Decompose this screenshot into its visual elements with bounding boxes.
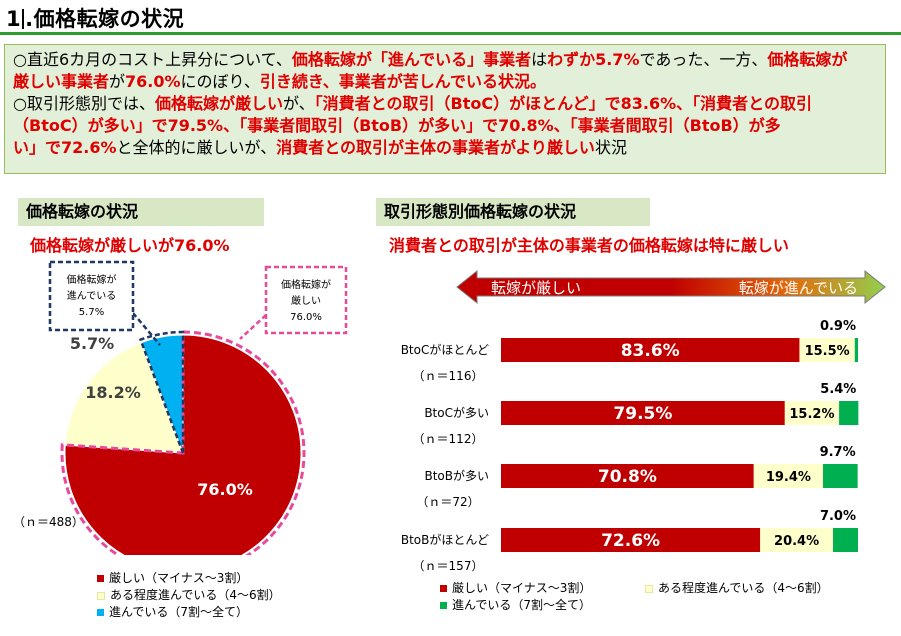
callout-leader <box>132 312 161 346</box>
highlight-outline-severe <box>60 330 306 555</box>
legend-swatch <box>97 591 105 600</box>
pie-slice <box>64 341 184 454</box>
callout-text: 価格転嫁が <box>281 278 331 291</box>
bar-value-label: 72.6% <box>601 531 660 551</box>
bar-segment <box>823 464 858 488</box>
bar-value-label: 0.9% <box>820 319 856 334</box>
bar-value-label: 79.5% <box>613 404 672 424</box>
pie-value-label: 76.0% <box>197 480 253 499</box>
pie-legend: 厳しい（マイナス〜3割） ある程度進んでいる（4〜6割） 進んでいる（7割〜全て… <box>97 570 281 621</box>
legend-swatch <box>97 575 104 582</box>
direction-arrow: 転嫁が厳しい 転嫁が進んでいる <box>456 269 886 305</box>
callout-text: 5.7% <box>79 307 104 318</box>
callout-box <box>264 265 348 335</box>
bar-legend: 厳しい（マイナス〜3割） ある程度進んでいる（4〜6割） 進んでいる（7割〜全て） <box>440 580 860 614</box>
pie-slice <box>64 334 302 555</box>
pie-subheading: 価格転嫁が厳しいが76.0% <box>30 236 230 255</box>
legend-item: 厳しい（マイナス〜3割） <box>440 580 645 597</box>
callout-text: 76.0% <box>290 312 322 323</box>
arrow-left-label: 転嫁が厳しい <box>491 279 581 297</box>
category-label: BtoCが多い <box>424 405 489 420</box>
legend-item: 厳しい（マイナス〜3割） <box>97 570 281 587</box>
callout-text: 進んでいる <box>67 290 117 302</box>
bar-value-label: 15.2% <box>789 407 834 422</box>
n-label: （ｎ＝72） <box>416 495 479 509</box>
callout-box <box>48 260 135 332</box>
bar-segment <box>799 338 855 362</box>
callout-leader <box>239 314 267 340</box>
bar-segment <box>784 401 840 425</box>
bar-segment <box>839 401 859 425</box>
legend-item: ある程度進んでいる（4〜6割） <box>645 581 829 595</box>
bar-value-label: 7.0% <box>820 509 856 524</box>
bar-value-label: 20.4% <box>774 534 819 549</box>
legend-item: 進んでいる（7割〜全て） <box>440 597 860 614</box>
callout-text: 厳しい <box>291 294 321 307</box>
summary-line: 厳しい事業者が76.0%にのぼり、引き続き、事業者が苦しんでいる状況。 <box>13 72 547 91</box>
legend-swatch <box>645 584 653 593</box>
highlight-outline-progressing <box>138 330 185 454</box>
pie-n-label: （ｎ＝488） <box>13 515 84 529</box>
legend-row: 厳しい（マイナス〜3割） ある程度進んでいる（4〜6割） <box>440 580 860 597</box>
bar-value-label: 19.4% <box>766 470 811 485</box>
legend-swatch <box>440 602 447 609</box>
pie-slice <box>140 334 184 454</box>
bar-value-label: 5.4% <box>820 382 856 397</box>
bar-segment <box>501 338 800 362</box>
legend-item: ある程度進んでいる（4〜6割） <box>97 587 281 604</box>
bar-subheading: 消費者との取引が主体の事業者の価格転嫁は特に厳しい <box>389 236 789 255</box>
category-label: BtoBがほとんど <box>401 532 489 547</box>
pie-section-heading: 価格転嫁の状況 <box>18 198 264 226</box>
n-label: （ｎ＝157） <box>413 559 484 573</box>
legend-item: 進んでいる（7割〜全て） <box>97 604 281 621</box>
bar-value-label: 9.7% <box>820 445 856 460</box>
title-rule <box>0 32 901 35</box>
summary-line: （BtoC）が多い」で79.5%、「事業者間取引（BtoB）が多い」で70.8%… <box>13 116 781 135</box>
bar-segment <box>760 528 834 552</box>
category-label: BtoBが多い <box>424 468 489 483</box>
legend-swatch <box>97 609 104 616</box>
n-label: （ｎ＝112） <box>413 432 484 446</box>
arrow-right-label: 転嫁が進んでいる <box>739 279 858 297</box>
bar-value-label: 83.6% <box>621 341 680 361</box>
stacked-bar-chart: BtoCがほとんど （ｎ＝116） 83.6% 15.5% 0.9% BtoCが多い （ｎ＝… <box>401 319 859 573</box>
bar-value-label: 15.5% <box>805 344 850 359</box>
bar-segment <box>833 528 858 552</box>
summary-box: ○直近6カ月のコスト上昇分について、価格転嫁が「進んでいる」事業者はわずか5.7… <box>4 44 886 174</box>
callout-text: 価格転嫁が <box>67 273 117 286</box>
legend-swatch <box>440 585 447 592</box>
summary-line: ○直近6カ月のコスト上昇分について、価格転嫁が「進んでいる」事業者はわずか5.7… <box>13 50 848 69</box>
summary-line: ○取引形態別では、価格転嫁が厳しいが、「消費者との取引（BtoC）がほとんど」で… <box>13 94 812 113</box>
pie-value-label: 5.7% <box>70 334 114 353</box>
bar-segment <box>753 464 824 488</box>
page-title: 1 .価格転嫁の状況 <box>6 7 185 31</box>
bar-segment <box>501 401 785 425</box>
pie-value-label: 18.2% <box>85 383 141 402</box>
bar-segment <box>501 464 754 488</box>
bar-section-heading: 取引形態別価格転嫁の状況 <box>376 198 650 226</box>
summary-line: い」で72.6%と全体的に厳しいが、消費者との取引が主体の事業者がより厳しい状況 <box>13 138 627 157</box>
n-label: （ｎ＝116） <box>413 369 484 383</box>
category-label: BtoCがほとんど <box>401 342 489 357</box>
bar-segment <box>501 528 761 552</box>
bar-value-label: 70.8% <box>598 467 657 487</box>
bar-segment <box>854 338 858 362</box>
